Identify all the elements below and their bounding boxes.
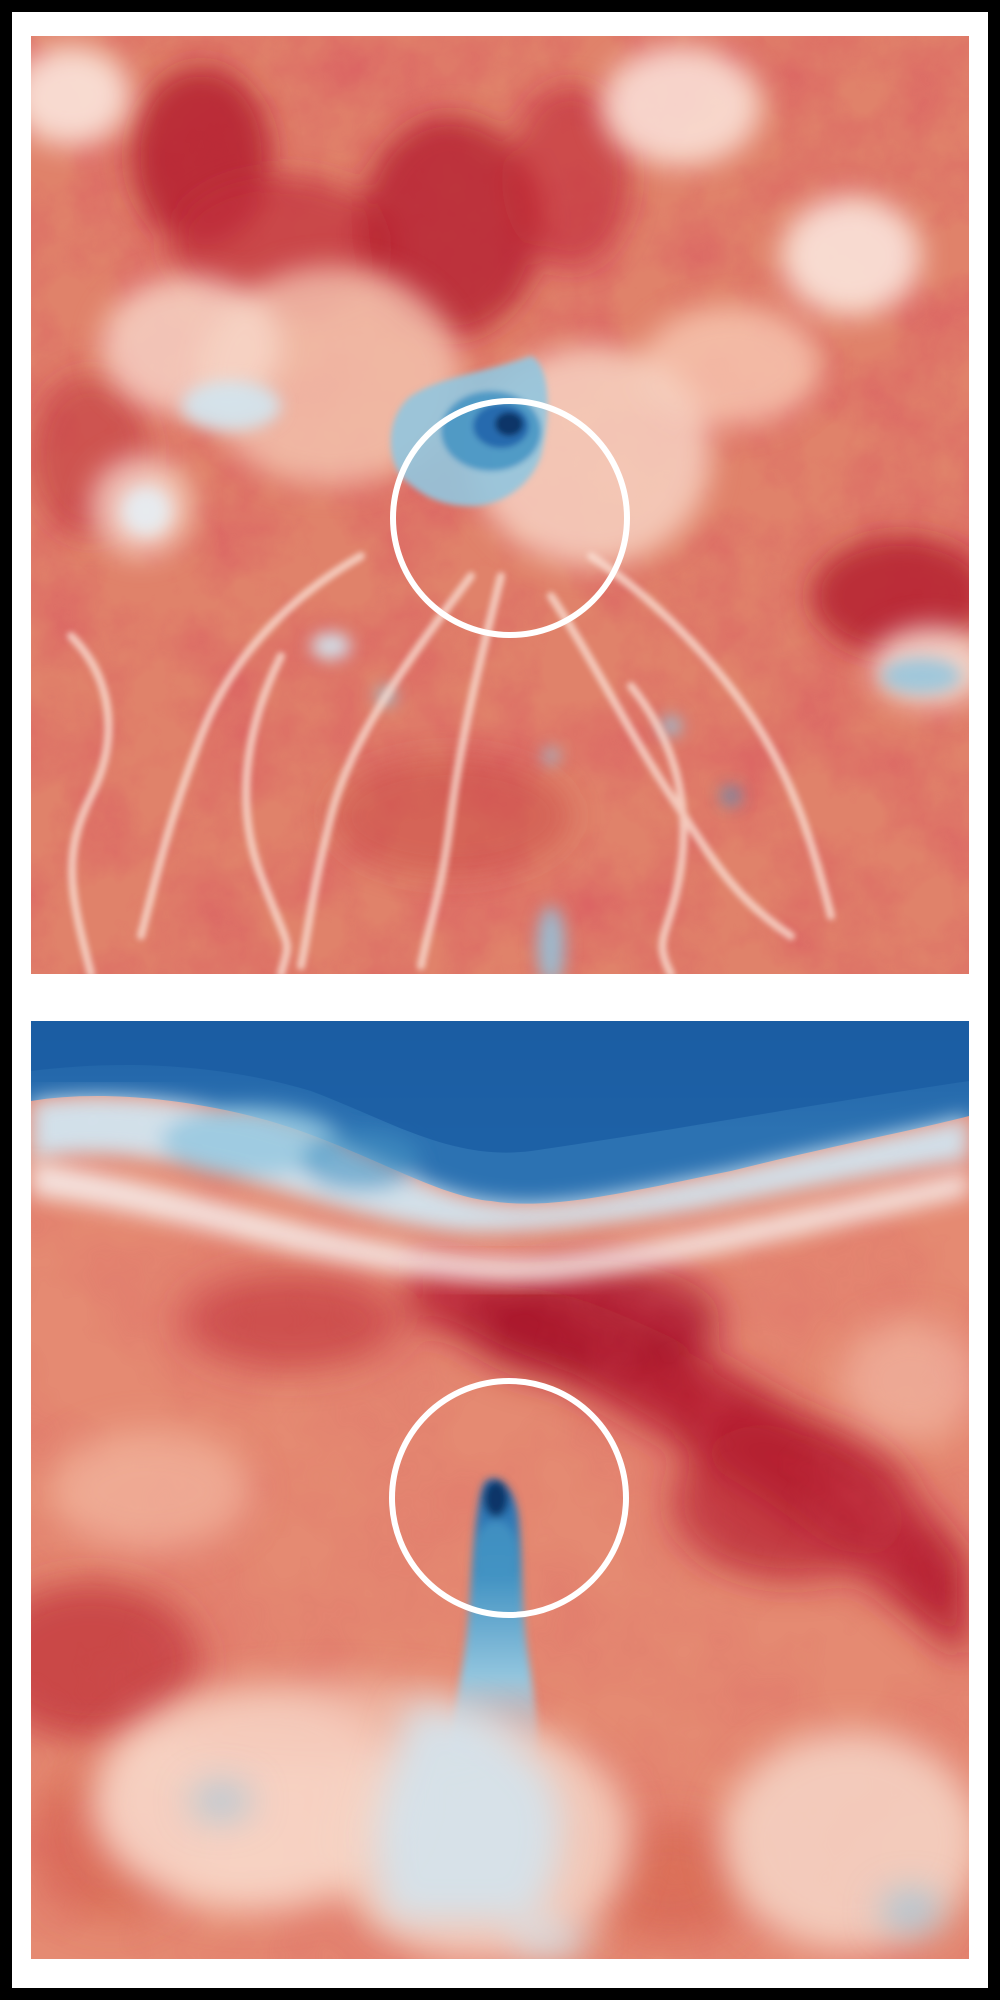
top-heatmap-field	[31, 36, 969, 974]
bottom-panel-heatmap	[31, 1021, 969, 1959]
bottom-heatmap-field	[31, 1021, 969, 1959]
top-panel-heatmap	[31, 36, 969, 974]
figure-frame	[12, 12, 988, 1988]
